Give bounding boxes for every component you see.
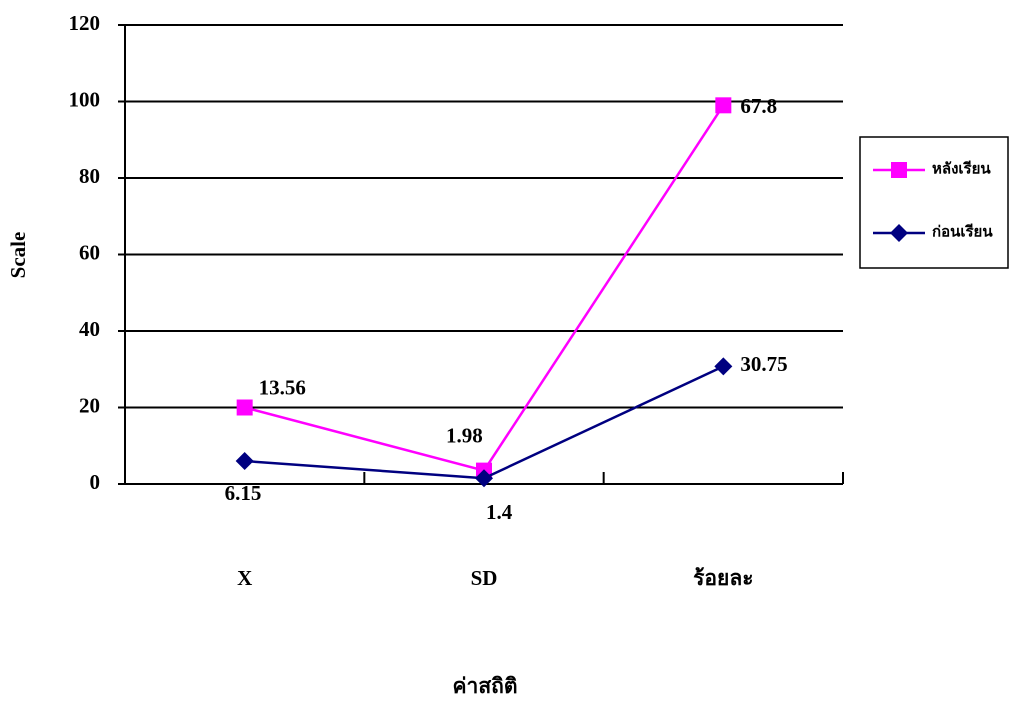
y-tick-label: 80 (79, 164, 100, 188)
data-label: 30.75 (740, 352, 787, 376)
point (714, 357, 733, 376)
legend-marker (891, 162, 907, 178)
y-tick-label: 120 (69, 11, 101, 35)
data-label: 6.15 (225, 481, 262, 505)
x-axis-title: ค่าสถิติ (452, 674, 517, 698)
x-tick-label: ร้อยละ (693, 566, 753, 590)
y-tick-label: 60 (79, 240, 100, 264)
y-axis-title: Scale (6, 232, 30, 279)
data-label: 1.98 (446, 423, 483, 447)
line (244, 104, 725, 473)
point (236, 399, 253, 416)
x-tick-label: X (237, 566, 252, 590)
data-label: 67.8 (740, 94, 777, 118)
legend-label: หลังเรียน (932, 160, 991, 177)
legend-label: ก่อนเรียน (932, 223, 993, 240)
data-label: 1.4 (486, 500, 513, 524)
point (475, 469, 493, 488)
legend-box (859, 136, 1009, 269)
x-tick-label: SD (471, 566, 498, 590)
y-tick-label: 100 (69, 87, 101, 111)
point (235, 452, 254, 471)
data-label: 13.56 (259, 375, 306, 399)
legend-marker (890, 224, 908, 242)
y-tick-label: 0 (90, 470, 101, 494)
y-tick-label: 40 (79, 317, 100, 341)
y-tick-label: 20 (79, 393, 100, 417)
line (244, 365, 724, 480)
point (715, 97, 732, 114)
